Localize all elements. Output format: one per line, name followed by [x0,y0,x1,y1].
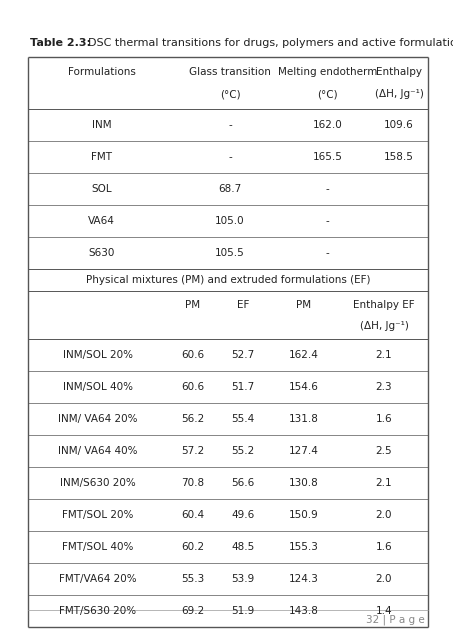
Text: PM: PM [185,300,201,310]
Text: S630: S630 [88,248,115,258]
Text: -: - [326,216,329,226]
Text: Enthalpy: Enthalpy [376,67,422,77]
Text: INM/ VA64 40%: INM/ VA64 40% [58,446,138,456]
Text: -: - [326,184,329,194]
Text: Glass transition: Glass transition [189,67,271,77]
Text: FMT/SOL 20%: FMT/SOL 20% [63,510,134,520]
Text: 158.5: 158.5 [384,152,414,162]
Text: INM/SOL 20%: INM/SOL 20% [63,350,133,360]
Text: 105.0: 105.0 [215,216,245,226]
Text: 2.0: 2.0 [376,510,392,520]
Text: Enthalpy EF: Enthalpy EF [353,300,415,310]
Text: 162.0: 162.0 [313,120,342,130]
Text: 70.8: 70.8 [182,478,205,488]
Text: FMT: FMT [91,152,112,162]
Text: 1.6: 1.6 [376,542,392,552]
Text: INM/SOL 40%: INM/SOL 40% [63,382,133,392]
Text: 2.1: 2.1 [376,350,392,360]
Text: 165.5: 165.5 [313,152,342,162]
Text: INM/ VA64 20%: INM/ VA64 20% [58,414,138,424]
Text: VA64: VA64 [88,216,115,226]
Text: 2.5: 2.5 [376,446,392,456]
Text: EF: EF [237,300,249,310]
Text: -: - [228,120,232,130]
Text: 57.2: 57.2 [181,446,205,456]
Text: 150.9: 150.9 [289,510,319,520]
Text: 55.2: 55.2 [231,446,255,456]
Text: (ΔH, Jg⁻¹): (ΔH, Jg⁻¹) [360,321,409,330]
Text: 143.8: 143.8 [289,606,319,616]
Text: 60.2: 60.2 [182,542,205,552]
Text: 60.4: 60.4 [182,510,205,520]
Text: 154.6: 154.6 [289,382,319,392]
Text: SOL: SOL [91,184,112,194]
Text: Table 2.3:: Table 2.3: [30,38,91,48]
Text: PM: PM [296,300,312,310]
Text: 2.0: 2.0 [376,574,392,584]
Text: 32 | P a g e: 32 | P a g e [366,615,425,625]
Text: 124.3: 124.3 [289,574,319,584]
Text: 48.5: 48.5 [231,542,255,552]
Text: FMT/S630 20%: FMT/S630 20% [59,606,136,616]
Text: 1.4: 1.4 [376,606,392,616]
Text: FMT/VA64 20%: FMT/VA64 20% [59,574,137,584]
Text: (°C): (°C) [317,90,338,99]
Text: 127.4: 127.4 [289,446,319,456]
Text: 2.1: 2.1 [376,478,392,488]
Text: 69.2: 69.2 [181,606,205,616]
Text: 68.7: 68.7 [218,184,241,194]
Text: 130.8: 130.8 [289,478,319,488]
Text: 131.8: 131.8 [289,414,319,424]
Text: DSC thermal transitions for drugs, polymers and active formulations.: DSC thermal transitions for drugs, polym… [88,38,453,48]
Text: 109.6: 109.6 [384,120,414,130]
Text: 60.6: 60.6 [182,350,205,360]
Text: 60.6: 60.6 [182,382,205,392]
Text: 49.6: 49.6 [231,510,255,520]
Text: 53.9: 53.9 [231,574,255,584]
Text: Physical mixtures (PM) and extruded formulations (EF): Physical mixtures (PM) and extruded form… [86,275,370,285]
Text: 162.4: 162.4 [289,350,319,360]
Text: 56.6: 56.6 [231,478,255,488]
Text: 51.7: 51.7 [231,382,255,392]
Text: INM: INM [92,120,111,130]
Text: 55.4: 55.4 [231,414,255,424]
Text: 51.9: 51.9 [231,606,255,616]
Text: -: - [228,152,232,162]
Text: 2.3: 2.3 [376,382,392,392]
Text: 55.3: 55.3 [181,574,205,584]
Text: Melting endotherm: Melting endotherm [278,67,377,77]
Text: 105.5: 105.5 [215,248,245,258]
Text: Formulations: Formulations [67,67,135,77]
Text: INM/S630 20%: INM/S630 20% [60,478,136,488]
Text: 1.6: 1.6 [376,414,392,424]
Text: 155.3: 155.3 [289,542,319,552]
Text: (°C): (°C) [220,90,240,99]
Text: (ΔH, Jg⁻¹): (ΔH, Jg⁻¹) [375,90,424,99]
Text: FMT/SOL 40%: FMT/SOL 40% [63,542,134,552]
Text: 52.7: 52.7 [231,350,255,360]
Text: 56.2: 56.2 [181,414,205,424]
Text: -: - [326,248,329,258]
